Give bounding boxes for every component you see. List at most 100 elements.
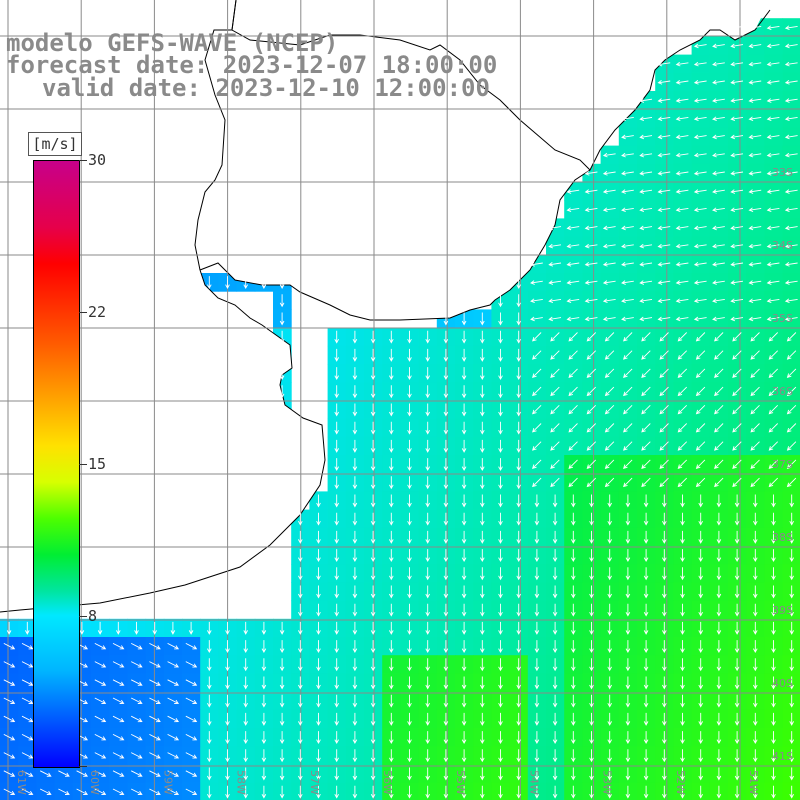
wind-arrow xyxy=(712,189,725,194)
wind-arrow xyxy=(279,712,285,726)
wind-arrow xyxy=(623,459,633,469)
wind-arrow xyxy=(621,171,634,176)
wind-arrow xyxy=(604,350,615,360)
wind-arrow xyxy=(298,694,303,708)
wind-arrow xyxy=(789,785,794,799)
wind-arrow xyxy=(298,567,303,581)
wind-arrow xyxy=(334,712,339,726)
wind-arrow xyxy=(695,368,706,378)
wind-arrow xyxy=(130,788,143,795)
longitude-label: 60W xyxy=(88,770,101,795)
wind-arrow xyxy=(607,494,612,508)
wind-arrow xyxy=(625,658,631,672)
wind-arrow xyxy=(225,767,230,781)
wind-arrow xyxy=(130,733,143,741)
wind-arrow xyxy=(443,403,449,417)
wind-arrow xyxy=(112,697,125,704)
wind-arrow xyxy=(589,785,594,799)
wind-arrow xyxy=(389,567,394,581)
wind-arrow xyxy=(662,621,667,635)
wind-arrow xyxy=(461,640,467,654)
wind-arrow xyxy=(732,477,742,488)
wind-arrow xyxy=(584,189,598,194)
wind-arrow xyxy=(185,697,198,704)
wind-cell xyxy=(54,782,74,800)
wind-cell xyxy=(0,782,19,800)
wind-arrow xyxy=(662,603,667,617)
wind-arrow xyxy=(461,785,467,799)
wind-arrow xyxy=(279,367,285,381)
wind-arrow xyxy=(639,298,653,304)
wind-arrow xyxy=(334,421,339,435)
wind-arrow xyxy=(712,43,725,49)
wind-arrow xyxy=(771,530,776,544)
wind-arrow xyxy=(316,567,321,581)
wind-arrow xyxy=(352,621,358,635)
wind-arrow xyxy=(94,715,107,723)
wind-arrow xyxy=(589,585,594,599)
wind-arrow xyxy=(298,785,303,799)
wind-arrow xyxy=(185,679,198,686)
wind-arrow xyxy=(657,298,671,304)
wind-arrow xyxy=(695,350,706,360)
wind-arrow xyxy=(443,476,449,490)
wind-arrow xyxy=(657,171,671,176)
wind-arrow xyxy=(571,694,576,708)
wind-arrow xyxy=(589,676,594,690)
wind-arrow xyxy=(677,441,688,451)
wind-arrow xyxy=(389,694,394,708)
wind-arrow xyxy=(167,661,180,668)
wind-arrow xyxy=(370,640,376,654)
wind-arrow xyxy=(550,386,560,397)
wind-arrow xyxy=(589,658,594,672)
wind-arrow xyxy=(461,549,467,563)
wind-arrow xyxy=(534,658,540,672)
wind-arrow xyxy=(607,549,612,563)
wind-arrow xyxy=(771,603,776,617)
wind-arrow xyxy=(334,494,339,508)
wind-arrow xyxy=(389,439,394,453)
latitude-label: 41S xyxy=(772,750,793,763)
wind-arrow xyxy=(534,494,540,508)
wind-arrow xyxy=(548,262,562,267)
wind-arrow xyxy=(641,332,651,342)
wind-arrow xyxy=(734,494,740,508)
wind-arrow xyxy=(766,61,780,67)
wind-arrow xyxy=(677,423,688,433)
wind-arrow xyxy=(621,262,634,267)
wind-arrow xyxy=(659,350,669,360)
wind-arrow xyxy=(680,676,685,690)
wind-arrow xyxy=(571,676,576,690)
wind-arrow xyxy=(571,712,576,726)
wind-arrow xyxy=(498,294,503,308)
wind-arrow xyxy=(716,512,722,526)
wind-arrow xyxy=(298,530,303,544)
wind-arrow xyxy=(461,658,467,672)
wind-arrow xyxy=(675,98,689,103)
wind-arrow xyxy=(498,494,503,508)
wind-arrow xyxy=(784,134,798,140)
wind-arrow xyxy=(662,712,667,726)
wind-arrow xyxy=(480,585,485,599)
wind-arrow xyxy=(534,694,540,708)
wind-arrow xyxy=(657,61,671,67)
wind-arrow xyxy=(550,459,560,469)
wind-arrow xyxy=(516,767,521,781)
wind-arrow xyxy=(641,423,651,433)
wind-arrow xyxy=(130,661,143,668)
wind-arrow xyxy=(552,767,558,781)
wind-arrow xyxy=(170,621,176,635)
wind-arrow xyxy=(261,731,267,745)
wind-arrow xyxy=(675,298,689,304)
wind-arrow xyxy=(712,98,725,103)
wind-cell xyxy=(72,782,92,800)
wind-arrow xyxy=(748,116,762,122)
wind-arrow xyxy=(571,621,576,635)
wind-arrow xyxy=(625,494,631,508)
wind-arrow xyxy=(766,152,780,158)
wind-arrow xyxy=(730,280,744,285)
wind-arrow xyxy=(407,512,412,526)
wind-arrow xyxy=(753,749,758,763)
wind-arrow xyxy=(766,225,780,231)
